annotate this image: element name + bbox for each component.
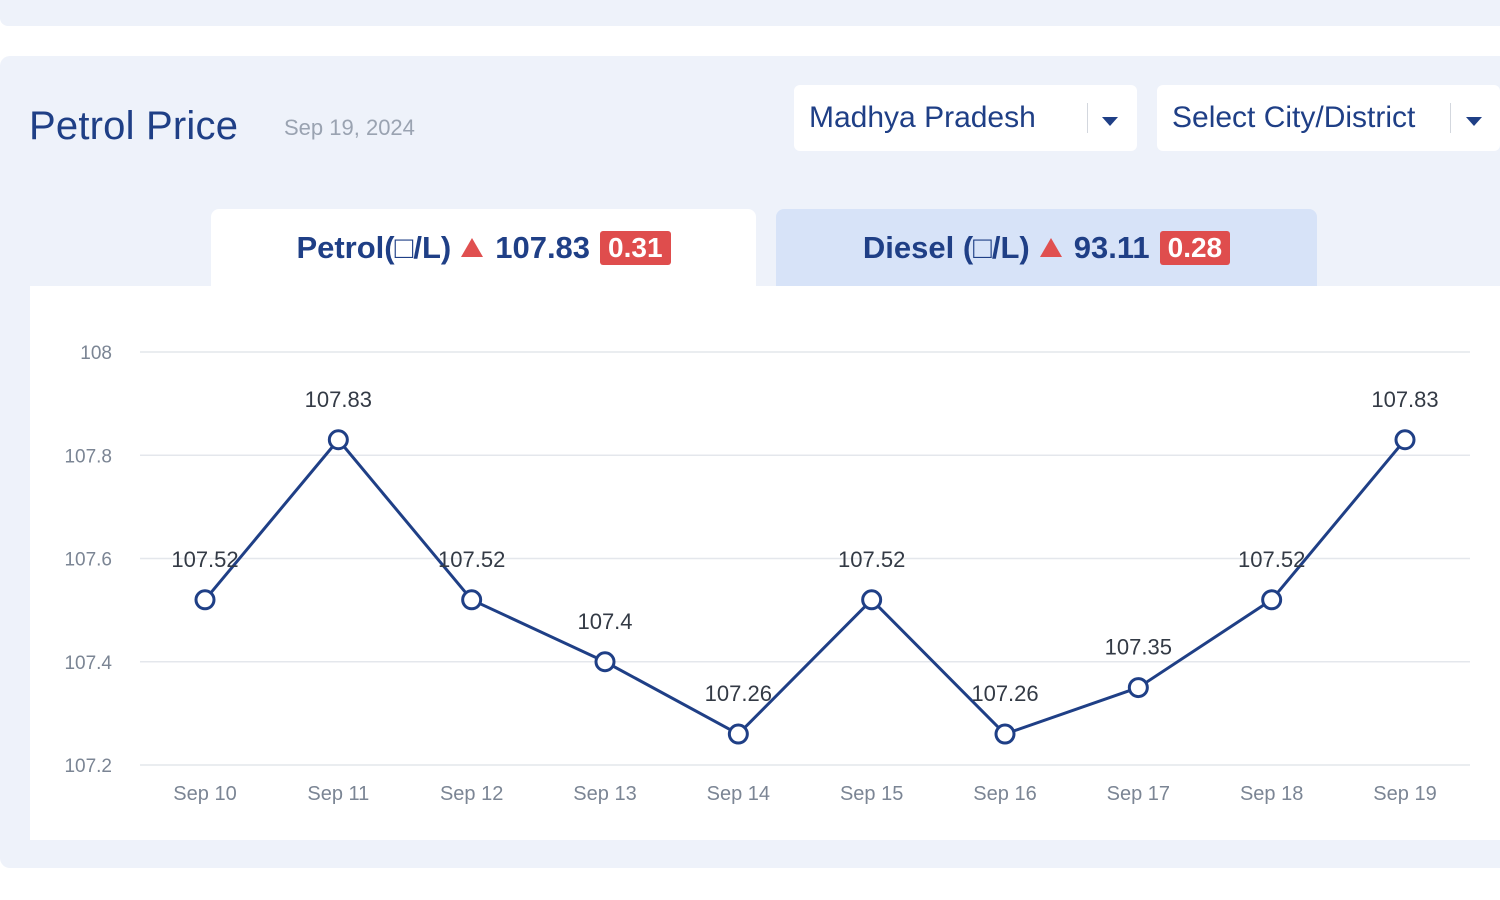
x-tick-label: Sep 11 [307,783,369,805]
data-label: 107.52 [171,547,238,572]
data-label: 107.26 [971,681,1038,706]
x-tick-label: Sep 15 [840,783,903,805]
data-label: 107.4 [577,609,632,634]
x-tick-label: Sep 19 [1373,783,1436,805]
price-date: Sep 19, 2024 [284,115,415,140]
data-label: 107.26 [705,681,772,706]
tab-petrol[interactable]: Petrol(□/L) 107.83 0.31 [211,209,756,287]
top-strip [0,0,1500,26]
data-point [594,651,616,673]
x-tick-label: Sep 17 [1107,783,1170,805]
data-point [727,723,749,745]
y-tick-label: 107.2 [64,756,112,777]
x-tick-label: Sep 10 [173,783,236,805]
x-tick-label: Sep 18 [1240,783,1303,805]
data-label: 107.35 [1105,635,1172,660]
data-label: 107.52 [438,547,505,572]
tab-diesel-change-badge: 0.28 [1159,231,1231,265]
data-point [327,429,349,451]
tab-diesel[interactable]: Diesel (□/L) 93.11 0.28 [776,209,1317,287]
state-select-value: Madhya Pradesh [809,101,1036,134]
state-select[interactable]: Madhya Pradesh [794,85,1137,151]
y-tick-label: 108 [80,343,112,364]
data-point [994,723,1016,745]
tab-diesel-price: 93.11 [1073,230,1150,265]
series-line [203,438,1407,736]
x-tick-label: Sep 14 [707,783,770,805]
tab-petrol-price: 107.83 [495,230,591,265]
x-tick-label: Sep 13 [573,783,636,805]
price-up-icon [461,237,484,257]
data-point [461,589,483,611]
chevron-down-icon[interactable] [1102,117,1118,126]
data-label: 107.83 [305,387,372,412]
state-select-separator [1087,103,1088,133]
chart-card: 107.2 107.4 107.6 107.8 108 Sep 10 Sep 11 Sep 1… [30,286,1500,840]
price-up-icon [1039,237,1062,257]
data-point [1261,589,1283,611]
y-tick-label: 107.6 [64,550,112,571]
chevron-down-icon[interactable] [1466,117,1482,126]
price-line-chart: 107.2 107.4 107.6 107.8 108 Sep 10 Sep 11 Sep 1… [64,343,1470,805]
data-label: 107.52 [838,547,905,572]
city-select-value: Select City/District [1172,101,1416,134]
data-point [861,589,883,611]
data-label: 107.52 [1238,547,1305,572]
y-tick-label: 107.8 [64,446,112,467]
x-tick-label: Sep 12 [440,783,503,805]
data-point [1394,429,1416,451]
city-select[interactable]: Select City/District [1157,85,1500,151]
tab-diesel-label: Diesel (□/L) [862,230,1030,265]
data-label: 107.83 [1371,387,1438,412]
data-point [1127,677,1149,699]
city-select-separator [1450,103,1451,133]
page-title: Petrol Price [29,104,239,148]
y-tick-label: 107.4 [64,653,112,674]
data-point [194,589,216,611]
tab-petrol-label: Petrol(□/L) [296,230,452,265]
x-tick-label: Sep 16 [973,783,1036,805]
tab-petrol-change-badge: 0.31 [600,231,671,265]
